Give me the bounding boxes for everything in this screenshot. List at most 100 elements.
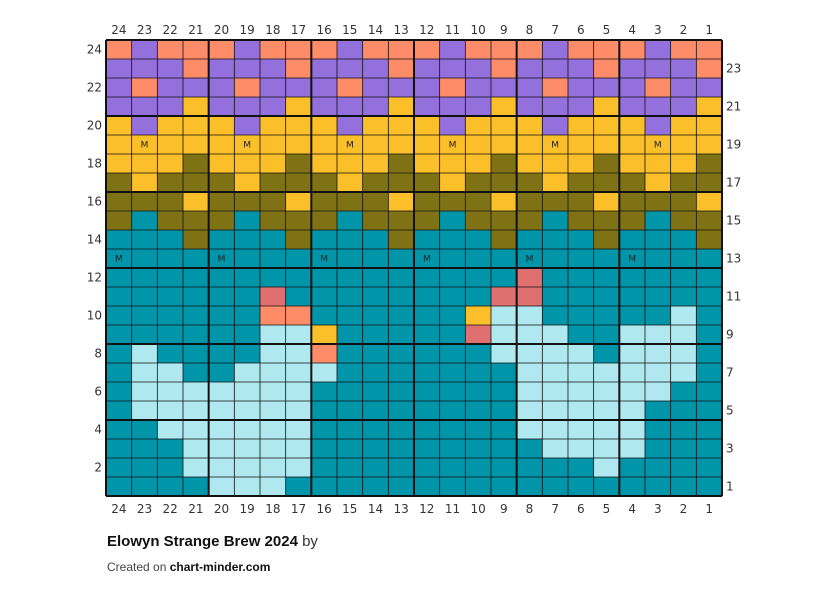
- chart-cell: [311, 306, 338, 326]
- chart-cell: [413, 420, 441, 440]
- chart-cell: [542, 401, 569, 421]
- chart-cell: [465, 344, 492, 364]
- chart-cell: [670, 59, 697, 79]
- chart-cell: [670, 401, 697, 421]
- chart-cell: [619, 344, 646, 364]
- chart-cell: [157, 268, 184, 288]
- chart-cell: [696, 306, 723, 326]
- row-label-right: 21: [726, 100, 741, 114]
- chart-cell: [644, 325, 672, 345]
- chart-cell: [285, 173, 312, 193]
- row-label-left: 2: [94, 461, 102, 475]
- chart-cell: [644, 344, 672, 364]
- chart-cell: [619, 477, 646, 497]
- chart-cell: [388, 116, 415, 136]
- row-label-right: 7: [726, 366, 734, 380]
- chart-cell: [285, 401, 312, 421]
- column-label-bottom: 18: [265, 502, 280, 516]
- site-link[interactable]: chart-minder.com: [169, 560, 271, 574]
- chart-cell: [567, 306, 595, 326]
- chart-cell: [157, 344, 184, 364]
- chart-cell: [208, 287, 235, 307]
- chart-cell: [670, 40, 697, 60]
- chart-cell: [644, 192, 672, 212]
- chart-cell: [336, 458, 364, 478]
- chart-cell: [516, 59, 543, 79]
- chart-cell: [516, 306, 543, 326]
- chart-cell: [157, 287, 184, 307]
- chart-cell: [131, 78, 158, 98]
- chart-cell: [619, 192, 646, 212]
- chart-cell: [465, 382, 492, 402]
- chart-cell: [696, 78, 723, 98]
- row-label-right: 1: [726, 480, 734, 494]
- column-label-top: 13: [394, 23, 409, 37]
- chart-cell: [182, 40, 210, 60]
- chart-cell: [644, 458, 672, 478]
- chart-cell: [234, 306, 261, 326]
- chart-cell: [311, 439, 338, 459]
- chart-cell: [439, 268, 466, 288]
- chart-cell: [593, 382, 620, 402]
- column-label-bottom: 19: [240, 502, 255, 516]
- chart-cell: [388, 173, 415, 193]
- chart-cell: [182, 192, 210, 212]
- chart-cell: [644, 154, 672, 174]
- chart-cell: [234, 97, 261, 117]
- chart-cell: [311, 154, 338, 174]
- chart-cell: [157, 192, 184, 212]
- chart-cell: [593, 59, 620, 79]
- chart-cell: [234, 192, 261, 212]
- chart-cell: [208, 382, 235, 402]
- chart-cell: [234, 59, 261, 79]
- chart-cell: [182, 230, 210, 250]
- chart-cell: [516, 325, 543, 345]
- chart-cell: [362, 59, 389, 79]
- chart-cell: [644, 477, 672, 497]
- chart-cell: [439, 439, 466, 459]
- chart-cell: [413, 344, 441, 364]
- stitch-symbol: M: [628, 255, 636, 265]
- chart-cell: [567, 59, 595, 79]
- chart-cell: [285, 40, 312, 60]
- chart-cell: [593, 154, 620, 174]
- chart-cell: [182, 401, 210, 421]
- chart-cell: [490, 458, 518, 478]
- chart-cell: [490, 287, 518, 307]
- chart-cell: [542, 477, 569, 497]
- chart-cell: [542, 40, 569, 60]
- chart-cell: [388, 268, 415, 288]
- chart-cell: [285, 268, 312, 288]
- chart-cell: [234, 135, 261, 155]
- chart-cell: [439, 325, 466, 345]
- stitch-symbol: M: [526, 255, 534, 265]
- chart-cell: [336, 439, 364, 459]
- chart-cell: [106, 477, 133, 497]
- column-label-bottom: 4: [628, 502, 636, 516]
- chart-cell: [285, 439, 312, 459]
- created-on-label: Created on: [107, 560, 167, 574]
- chart-cell: [362, 211, 389, 231]
- chart-cell: [670, 382, 697, 402]
- chart-cell: [388, 401, 415, 421]
- chart-cell: [567, 458, 595, 478]
- chart-cell: [362, 401, 389, 421]
- chart-cell: [567, 192, 595, 212]
- chart-cell: [285, 477, 312, 497]
- chart-cell: [208, 363, 235, 383]
- chart-cell: [234, 154, 261, 174]
- chart-cell: [362, 135, 389, 155]
- chart-cell: [696, 382, 723, 402]
- column-label-bottom: 22: [163, 502, 178, 516]
- chart-cell: [285, 344, 312, 364]
- chart-cell: [336, 268, 364, 288]
- chart-cell: [106, 40, 133, 60]
- chart-cell: [619, 78, 646, 98]
- chart-cell: [439, 40, 466, 60]
- chart-cell: [234, 401, 261, 421]
- chart-cell: [388, 420, 415, 440]
- chart-cell: [542, 249, 569, 269]
- chart-cell: [567, 249, 595, 269]
- chart-cell: [336, 306, 364, 326]
- chart-cell: [208, 40, 235, 60]
